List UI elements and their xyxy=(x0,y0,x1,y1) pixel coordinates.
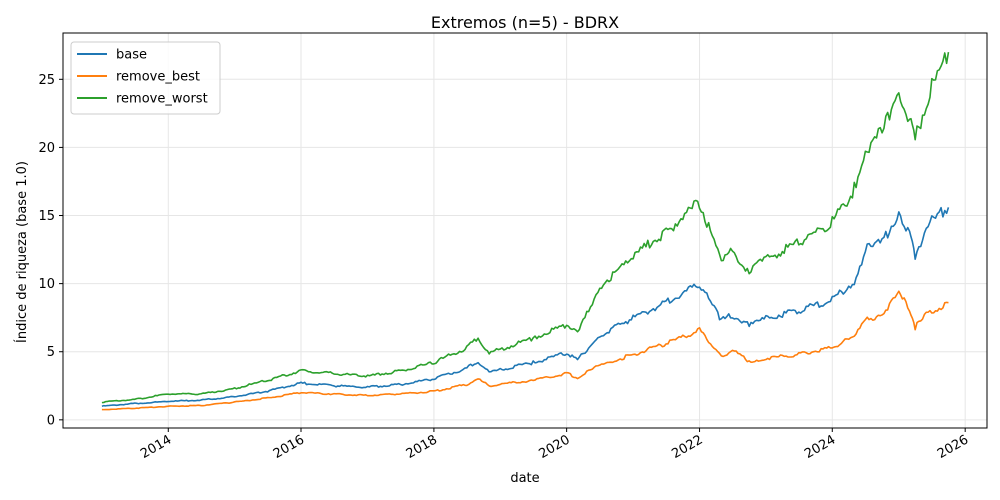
x-tick-label: 2016 xyxy=(271,432,307,462)
x-tick-label: 2026 xyxy=(935,432,971,462)
y-tick-label: 15 xyxy=(38,209,55,224)
y-axis-label: Índice de riqueza (base 1.0) xyxy=(14,161,30,343)
series-line-base xyxy=(101,206,950,407)
chart-title: Extremos (n=5) - BDRX xyxy=(431,13,619,32)
series-line-remove-best xyxy=(101,290,949,411)
y-tick-label: 10 xyxy=(38,277,55,292)
y-axis: 0 5 10 15 20 25 xyxy=(38,73,63,428)
x-axis-label: date xyxy=(510,471,539,486)
x-tick-label: 2014 xyxy=(138,432,174,462)
x-tick-label: 2018 xyxy=(404,432,440,462)
x-tick-label: 2022 xyxy=(669,432,705,462)
plot-frame xyxy=(62,32,988,429)
legend-label: remove_best xyxy=(116,70,200,85)
legend-box xyxy=(70,41,221,115)
grid xyxy=(63,33,987,428)
y-tick-label: 25 xyxy=(38,73,55,88)
series-lines xyxy=(101,51,950,411)
legend: base remove_best remove_worst xyxy=(70,41,221,115)
legend-label: base xyxy=(116,48,147,63)
y-tick-label: 5 xyxy=(47,345,55,360)
x-tick-label: 2024 xyxy=(802,432,838,462)
y-tick-label: 0 xyxy=(47,413,55,428)
series-line-remove-worst xyxy=(101,51,950,404)
legend-label: remove_worst xyxy=(116,92,208,107)
y-tick-label: 20 xyxy=(38,141,55,156)
x-axis: 2014 2016 2018 2020 2022 2024 2026 xyxy=(138,428,971,462)
x-tick-label: 2020 xyxy=(536,432,572,462)
